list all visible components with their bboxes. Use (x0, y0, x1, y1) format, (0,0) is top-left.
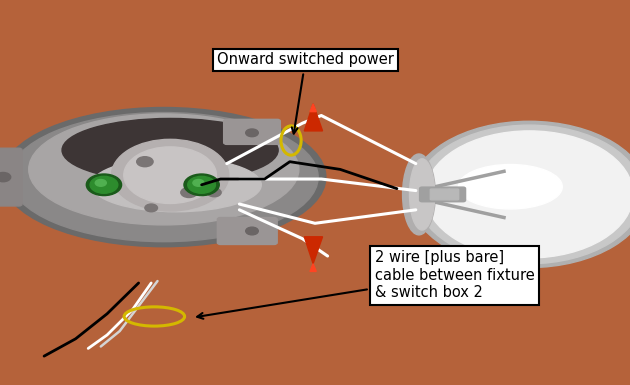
Ellipse shape (29, 114, 299, 225)
Circle shape (193, 179, 204, 186)
Circle shape (184, 174, 219, 196)
Circle shape (188, 176, 215, 193)
Circle shape (207, 188, 221, 197)
Ellipse shape (9, 112, 318, 242)
Polygon shape (304, 104, 323, 131)
Polygon shape (310, 264, 316, 271)
Ellipse shape (458, 164, 562, 209)
Circle shape (181, 187, 197, 198)
Circle shape (246, 129, 258, 137)
Circle shape (416, 125, 630, 264)
Circle shape (0, 172, 11, 182)
Circle shape (90, 176, 118, 193)
Text: Onward switched power: Onward switched power (217, 52, 394, 134)
FancyBboxPatch shape (449, 189, 459, 200)
Ellipse shape (62, 119, 278, 182)
FancyBboxPatch shape (224, 119, 280, 144)
FancyBboxPatch shape (430, 189, 440, 200)
Circle shape (145, 204, 158, 212)
FancyBboxPatch shape (420, 187, 466, 202)
Ellipse shape (91, 158, 261, 212)
Circle shape (95, 179, 106, 186)
Ellipse shape (410, 159, 435, 230)
Circle shape (137, 157, 153, 167)
Ellipse shape (2, 107, 326, 247)
Circle shape (112, 139, 229, 211)
FancyBboxPatch shape (0, 148, 22, 206)
Circle shape (86, 174, 122, 196)
Polygon shape (310, 104, 316, 112)
FancyBboxPatch shape (440, 189, 450, 200)
Ellipse shape (403, 154, 435, 235)
Circle shape (246, 227, 258, 235)
Text: 2 wire [plus bare]
cable between fixture
& switch box 2: 2 wire [plus bare] cable between fixture… (197, 250, 535, 319)
Polygon shape (304, 237, 323, 264)
Circle shape (124, 147, 217, 204)
FancyBboxPatch shape (217, 218, 277, 244)
Circle shape (410, 121, 630, 268)
Circle shape (425, 131, 630, 258)
